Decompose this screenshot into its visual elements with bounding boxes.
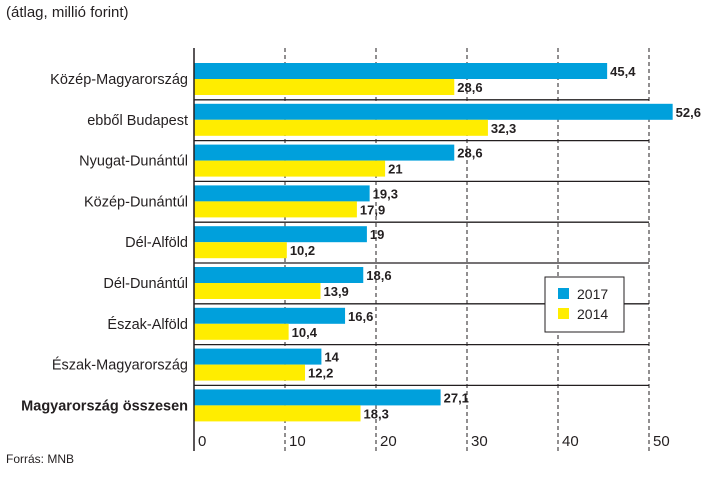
- value-label-2014-2: 21: [388, 162, 402, 177]
- legend-label-2017: 2017: [577, 286, 608, 302]
- bar-2017-1: [194, 103, 673, 120]
- category-label: Dél-Alföld: [125, 235, 188, 251]
- value-label-2017-8: 27,1: [444, 390, 469, 405]
- value-label-2017-6: 16,6: [348, 309, 373, 324]
- bar-2017-0: [194, 63, 608, 79]
- bar-2014-0: [194, 79, 455, 95]
- bar-2014-6: [194, 323, 289, 340]
- bar-2014-1: [194, 119, 488, 136]
- bar-2017-7: [194, 348, 322, 365]
- category-label: Magyarország összesen: [21, 398, 188, 414]
- value-label-2014-7: 12,2: [308, 366, 333, 381]
- bar-2017-3: [194, 185, 370, 202]
- category-label: Közép-Dunántúl: [84, 194, 188, 210]
- legend-box: [544, 276, 625, 333]
- category-label: ebből Budapest: [87, 113, 188, 129]
- value-label-2017-5: 18,6: [366, 268, 391, 283]
- value-label-2014-3: 17,9: [360, 202, 385, 217]
- bar-2014-5: [194, 283, 321, 299]
- x-tick-label: 20: [380, 433, 397, 450]
- bar-2017-4: [194, 226, 367, 243]
- value-label-2014-8: 18,3: [364, 406, 389, 421]
- bar-2017-5: [194, 267, 364, 283]
- value-label-2014-6: 10,4: [292, 325, 318, 340]
- category-label: Észak-Alföld: [107, 316, 188, 333]
- chart-subtitle: (átlag, millió forint): [6, 4, 129, 21]
- x-tick-label: 50: [653, 433, 670, 450]
- bar-2014-2: [194, 160, 386, 177]
- bar-2017-2: [194, 144, 455, 161]
- value-label-2014-1: 32,3: [491, 121, 516, 136]
- legend-swatch-2014: [558, 308, 569, 319]
- value-label-2017-0: 45,4: [610, 64, 636, 79]
- bar-2017-6: [194, 307, 346, 324]
- value-label-2017-1: 52,6: [676, 105, 701, 120]
- category-label: Közép-Magyarország: [50, 72, 188, 88]
- value-label-2017-4: 19: [370, 227, 384, 242]
- value-label-2017-7: 14: [324, 350, 339, 365]
- value-label-2014-4: 10,2: [290, 243, 315, 258]
- bar-2017-8: [194, 389, 441, 406]
- legend-label-2014: 2014: [577, 306, 608, 322]
- value-label-2017-3: 19,3: [373, 186, 398, 201]
- bar-2014-3: [194, 201, 357, 218]
- x-tick-label: 30: [471, 433, 488, 450]
- category-label: Észak-Magyarország: [52, 357, 188, 374]
- chart-source: Forrás: MNB: [6, 452, 75, 466]
- value-label-2017-2: 28,6: [457, 146, 482, 161]
- category-label: Nyugat-Dunántúl: [79, 154, 188, 170]
- x-tick-label: 0: [198, 433, 206, 450]
- value-label-2014-5: 13,9: [323, 284, 348, 299]
- x-tick-label: 40: [562, 433, 579, 450]
- category-label: Dél-Dunántúl: [103, 276, 188, 292]
- x-tick-label: 10: [289, 433, 306, 450]
- bar-2014-8: [194, 405, 361, 422]
- legend-swatch-2017: [558, 288, 569, 299]
- value-label-2014-0: 28,6: [457, 80, 482, 95]
- bar-2014-4: [194, 242, 287, 259]
- bar-2014-7: [194, 364, 306, 381]
